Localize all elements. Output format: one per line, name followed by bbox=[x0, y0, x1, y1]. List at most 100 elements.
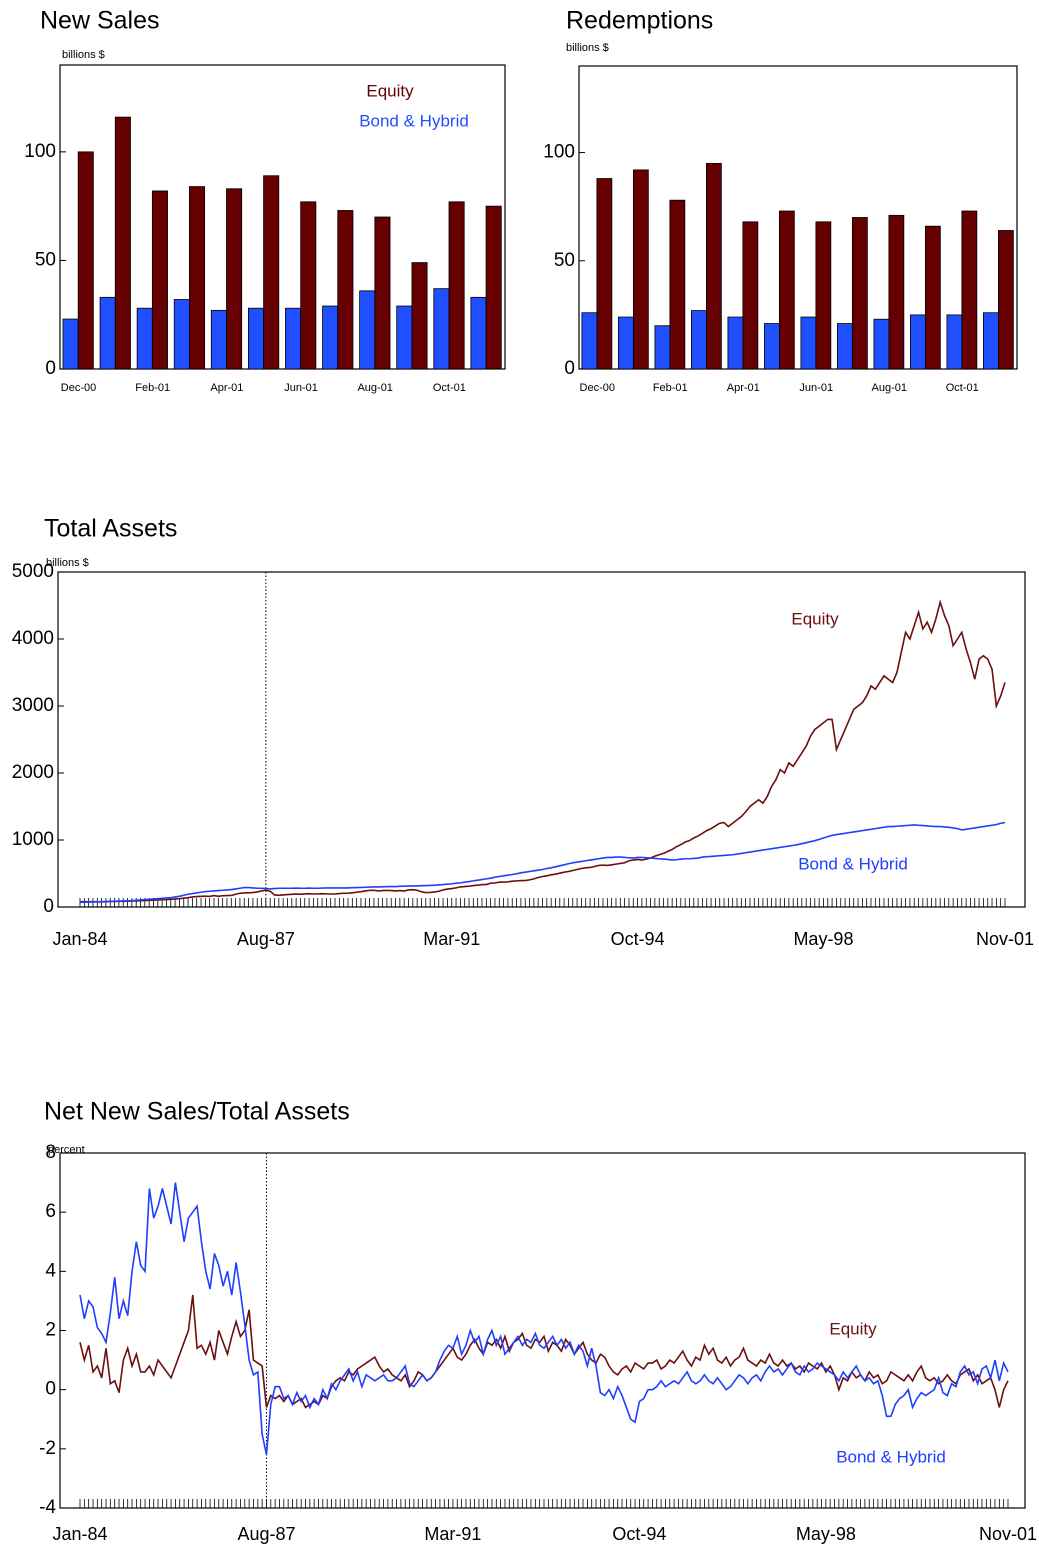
legend-label: Equity bbox=[829, 1319, 877, 1338]
x-tick-label: Feb-01 bbox=[653, 382, 688, 394]
bar bbox=[800, 316, 817, 370]
bar bbox=[433, 288, 450, 370]
bar bbox=[815, 221, 832, 370]
bar bbox=[997, 230, 1014, 370]
y-tick-label: -4 bbox=[39, 1497, 56, 1518]
bar bbox=[359, 290, 376, 370]
bar bbox=[581, 312, 598, 370]
bar bbox=[396, 305, 413, 370]
y-tick-label: 4000 bbox=[12, 628, 54, 649]
bar bbox=[62, 318, 79, 370]
x-tick-label: Oct-94 bbox=[612, 1524, 666, 1544]
x-tick-label: Dec-00 bbox=[580, 382, 615, 394]
x-tick-label: Dec-00 bbox=[61, 382, 96, 394]
bar bbox=[300, 201, 317, 370]
bar bbox=[851, 217, 868, 370]
y-tick-label: 1000 bbox=[12, 829, 54, 850]
bar bbox=[151, 190, 168, 370]
x-tick-label: Oct-94 bbox=[611, 929, 665, 949]
bar bbox=[924, 225, 941, 370]
line bbox=[79, 821, 1006, 904]
bar bbox=[448, 201, 465, 370]
x-tick-label: Apr-01 bbox=[210, 382, 243, 394]
y-axis-unit: billions $ bbox=[566, 42, 609, 54]
legend-label: Equity bbox=[791, 609, 839, 628]
bar bbox=[778, 210, 795, 370]
y-tick-label: 100 bbox=[543, 142, 575, 163]
legend-label: Bond & Hybrid bbox=[798, 854, 908, 873]
bar bbox=[705, 162, 722, 370]
bar bbox=[727, 316, 744, 370]
bar bbox=[210, 309, 227, 370]
bar bbox=[961, 210, 978, 370]
bar bbox=[173, 299, 190, 370]
bar bbox=[114, 116, 131, 370]
bar bbox=[632, 169, 649, 370]
x-tick-label: Mar-91 bbox=[424, 1524, 481, 1544]
bar bbox=[285, 307, 302, 370]
y-axis-unit: billions $ bbox=[62, 49, 105, 61]
bar bbox=[873, 318, 890, 370]
y-tick-label: 2 bbox=[45, 1320, 56, 1341]
x-tick-label: Nov-01 bbox=[976, 929, 1034, 949]
legend-label: Bond & Hybrid bbox=[836, 1447, 946, 1466]
x-tick-label: Mar-91 bbox=[423, 929, 480, 949]
bar bbox=[691, 310, 707, 370]
y-tick-label: 0 bbox=[45, 1379, 56, 1400]
bar bbox=[654, 325, 671, 370]
x-tick-label: May-98 bbox=[793, 929, 853, 949]
x-tick-label: Oct-01 bbox=[946, 382, 979, 394]
y-tick-label: 0 bbox=[43, 896, 54, 917]
x-tick-label: Nov-01 bbox=[979, 1524, 1037, 1544]
chart-title: Redemptions bbox=[566, 7, 713, 35]
y-axis-unit: billions $ bbox=[46, 557, 89, 569]
y-tick-label: 3000 bbox=[12, 695, 54, 716]
line bbox=[80, 599, 1006, 903]
chart-title: Total Assets bbox=[44, 515, 177, 543]
bar bbox=[596, 178, 613, 370]
bar bbox=[983, 312, 999, 370]
y-tick-label: 50 bbox=[35, 249, 56, 270]
y-tick-label: 8 bbox=[45, 1142, 56, 1163]
bar bbox=[411, 262, 428, 370]
x-tick-label: Aug-87 bbox=[237, 1524, 295, 1544]
bar bbox=[470, 296, 487, 370]
bar bbox=[837, 323, 853, 370]
bar bbox=[263, 175, 280, 370]
bar bbox=[189, 186, 206, 370]
bar bbox=[764, 323, 780, 370]
line bbox=[79, 1294, 1009, 1409]
plot-frame bbox=[578, 65, 1018, 370]
x-tick-label: Jan-84 bbox=[52, 1524, 107, 1544]
x-tick-label: Oct-01 bbox=[433, 382, 466, 394]
x-tick-label: Apr-01 bbox=[727, 382, 760, 394]
bar bbox=[888, 214, 905, 370]
legend-label: Bond & Hybrid bbox=[359, 111, 469, 130]
bar bbox=[742, 221, 759, 370]
legend-label: Equity bbox=[366, 81, 414, 100]
chart-title: New Sales bbox=[40, 7, 160, 35]
x-tick-label: Aug-87 bbox=[237, 929, 295, 949]
bar bbox=[322, 305, 339, 370]
y-tick-label: 100 bbox=[24, 141, 56, 162]
x-tick-label: Jan-84 bbox=[52, 929, 107, 949]
x-tick-label: Jun-01 bbox=[799, 382, 833, 394]
bar bbox=[910, 314, 926, 370]
x-tick-label: Feb-01 bbox=[135, 382, 170, 394]
y-tick-label: -2 bbox=[39, 1438, 56, 1459]
x-tick-label: Jun-01 bbox=[284, 382, 318, 394]
bar bbox=[669, 199, 686, 370]
bar bbox=[485, 205, 502, 370]
plot-frame bbox=[57, 571, 1026, 908]
y-tick-label: 0 bbox=[564, 358, 575, 379]
y-tick-label: 2000 bbox=[12, 762, 54, 783]
bar bbox=[99, 296, 116, 370]
bar bbox=[618, 316, 634, 370]
bar bbox=[374, 216, 391, 370]
y-tick-label: 50 bbox=[554, 250, 575, 271]
x-tick-label: Aug-01 bbox=[872, 382, 907, 394]
bar bbox=[337, 210, 354, 370]
y-tick-label: 5000 bbox=[12, 561, 54, 582]
line bbox=[79, 1182, 1009, 1455]
